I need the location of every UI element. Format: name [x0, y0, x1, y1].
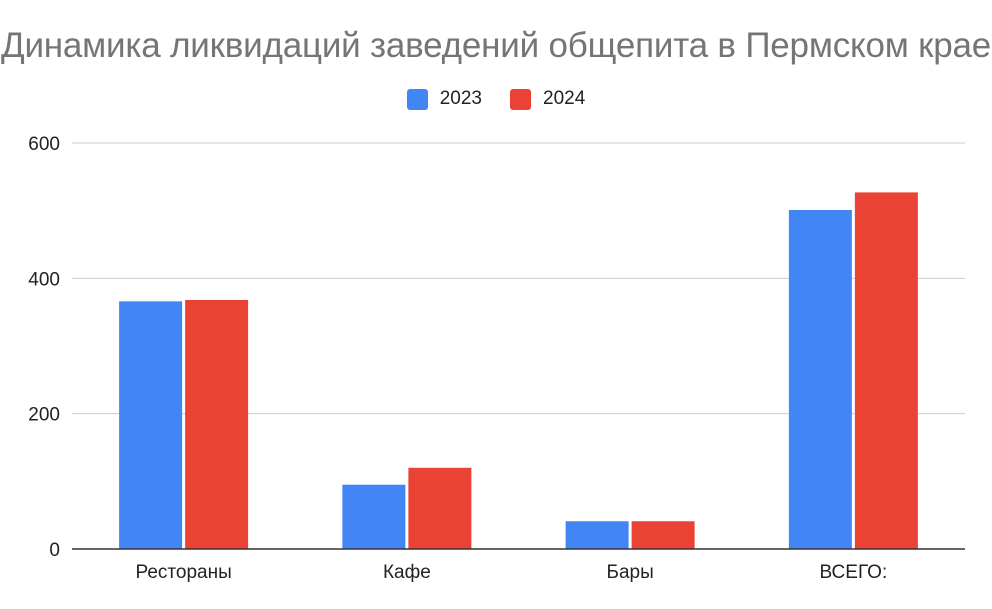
bar-2023-3: [788, 209, 852, 550]
y-tick-label-200: 200: [28, 405, 60, 426]
y-tick-label-600: 600: [28, 134, 60, 155]
y-tick-label-400: 400: [28, 269, 60, 290]
bar-2023-1: [342, 484, 406, 549]
x-tick-label-3: ВСЕГО:: [820, 562, 888, 583]
x-tick-label-1: Кафе: [383, 562, 431, 583]
chart-title: Динамика ликвидаций заведений общепита в…: [0, 26, 992, 65]
legend-swatch-2024: [510, 88, 531, 110]
y-tick-label-0: 0: [49, 540, 60, 561]
legend: 2023 2024: [0, 88, 992, 110]
legend-swatch-2023: [406, 88, 428, 110]
legend-item-2024: 2024: [510, 88, 585, 110]
legend-item-2023: 2023: [406, 88, 482, 110]
bar-2024-0: [185, 299, 249, 549]
legend-label-2024: 2024: [543, 88, 586, 109]
bar-2023-0: [119, 301, 183, 549]
bar-2024-2: [631, 521, 695, 549]
legend-label-2023: 2023: [439, 88, 482, 109]
bar-2024-1: [408, 467, 472, 549]
x-tick-label-2: Бары: [606, 562, 653, 583]
x-tick-label-0: Рестораны: [136, 562, 232, 583]
bar-2024-3: [854, 192, 918, 549]
bar-2023-2: [565, 521, 629, 549]
